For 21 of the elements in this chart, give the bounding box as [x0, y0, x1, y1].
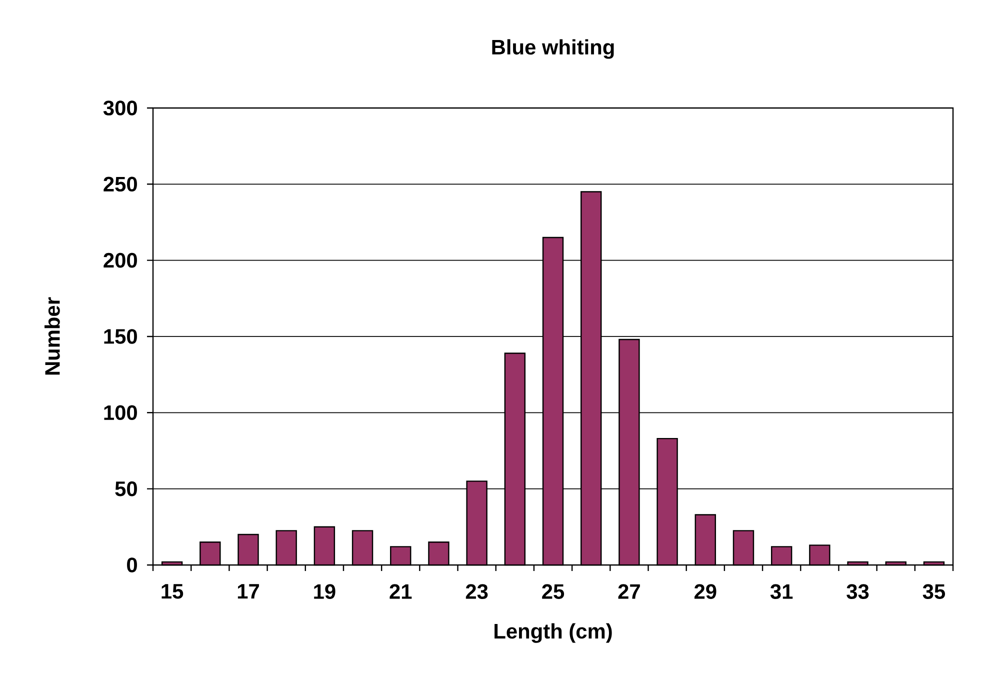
x-tick-label: 31	[770, 584, 793, 599]
y-tick-label: 300	[103, 100, 137, 116]
y-tick-label: 0	[127, 558, 137, 572]
x-tick-label: 29	[694, 584, 716, 599]
x-tick-label: 35	[922, 584, 946, 599]
y-tick-label: 100	[104, 405, 137, 420]
x-tick-label: 15	[162, 584, 184, 599]
y-tick-label: 150	[104, 329, 137, 344]
x-tick-label: 25	[542, 584, 564, 599]
x-tick-label: 21	[390, 584, 412, 599]
y-tick-label: 200	[104, 252, 137, 268]
y-axis-title: Number	[44, 297, 60, 375]
x-tick-label: 27	[618, 584, 640, 599]
x-axis-title: Length (cm)	[494, 623, 612, 643]
x-tick-label: 19	[314, 584, 336, 599]
chart-title: Blue whiting	[492, 39, 614, 59]
y-tick-label: 250	[104, 176, 137, 192]
x-tick-label: 17	[238, 584, 259, 599]
y-tick-label: 50	[115, 481, 137, 496]
x-tick-label: 33	[846, 584, 869, 599]
x-tick-label: 23	[466, 584, 488, 599]
